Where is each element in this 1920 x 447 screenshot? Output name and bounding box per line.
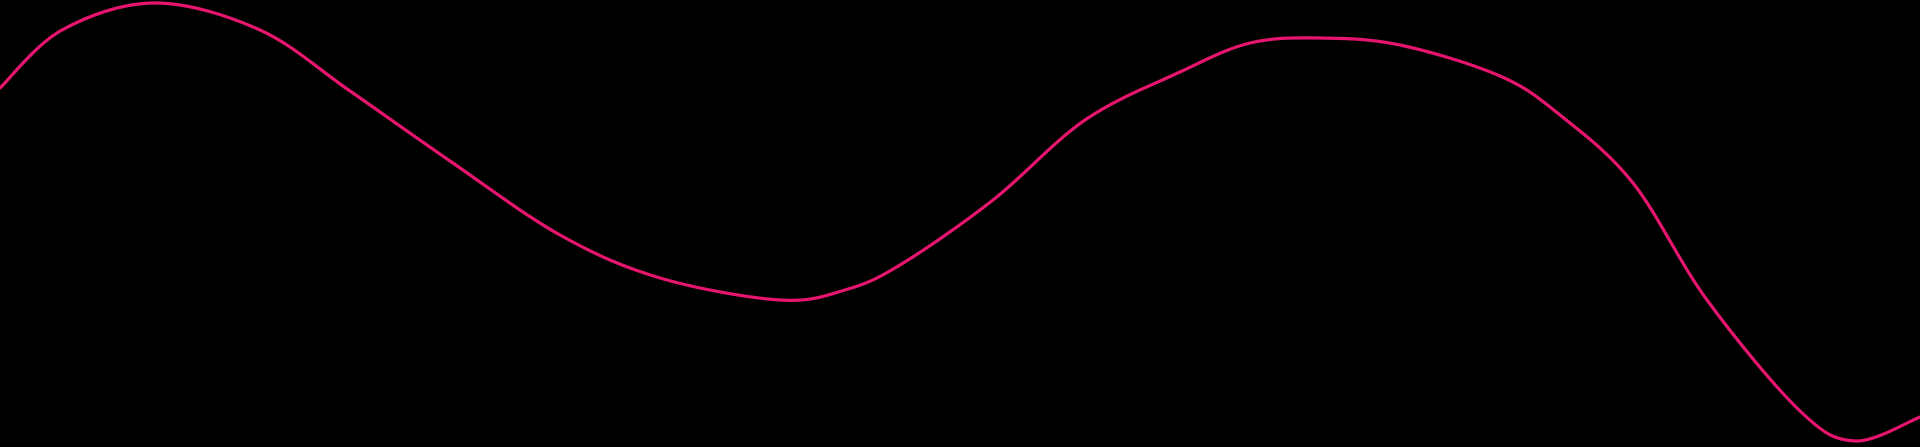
curve-line	[0, 1, 1920, 443]
chart-canvas	[0, 1, 1920, 443]
curve-plot	[0, 1, 1920, 443]
